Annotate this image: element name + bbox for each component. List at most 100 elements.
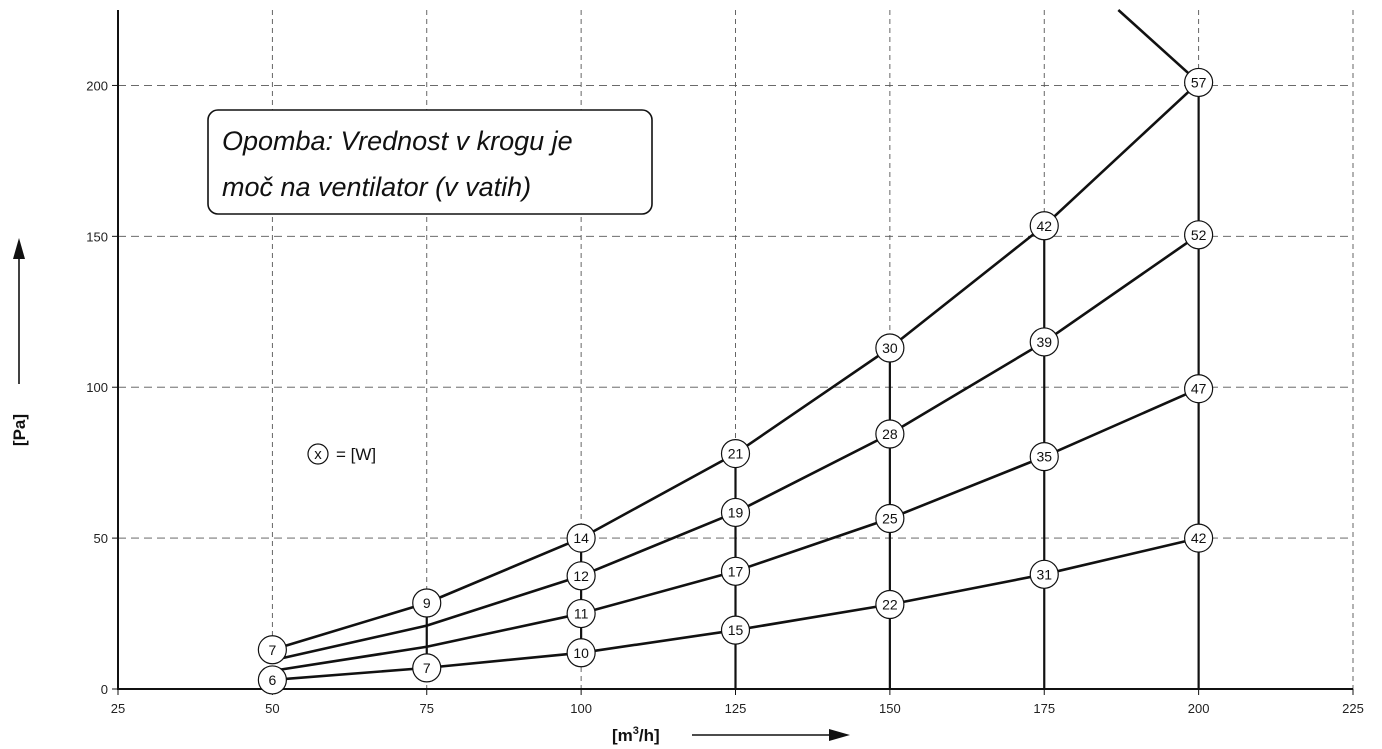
power-marker-circle [1029,327,1059,357]
power-marker-label: 6 [268,672,276,688]
power-marker-label: 21 [728,446,744,462]
power-markers: 6 7 10 15 22 31 42 11 17 25 35 47 12 19 28 39 52 7 9 14 21 30… [257,67,1214,695]
power-marker-label: 30 [882,340,898,356]
power-marker: 22 [875,589,905,620]
power-marker-circle [1029,211,1059,241]
power-marker-circle [566,598,596,629]
y-tick-label: 150 [86,229,108,244]
x-tick-labels: 25 50 75 100 125 150 175 200 225 [111,689,1364,716]
note-frame [207,109,653,215]
power-marker-label: 31 [1036,566,1052,582]
power-marker-label: 15 [728,622,744,638]
power-marker-label: 11 [574,606,589,622]
note-line-1: Opomba: Vrednost v krogu je [222,126,573,156]
series-line [1117,9,1200,84]
power-marker: 31 [1029,559,1059,589]
power-marker-label: 42 [1191,530,1207,546]
power-marker-circle [875,333,905,363]
legend-unit-text: = [W] [336,445,376,464]
y-axis-title: [Pa] [10,414,29,446]
power-marker-circle [875,589,905,620]
note-line-2: moč na ventilator (v vatih) [222,172,531,202]
power-marker-label: 9 [423,595,431,611]
power-marker: 12 [566,561,596,591]
x-tick-label: 200 [1188,701,1210,716]
power-marker-circle [875,503,905,534]
power-marker-label: 7 [423,660,431,676]
power-marker-label: 42 [1036,218,1052,234]
power-marker: 17 [720,556,751,586]
note-box: Opomba: Vrednost v krogu je moč na venti… [207,109,653,215]
power-marker: 57 [1184,67,1214,98]
x-tick-label: 125 [725,701,747,716]
power-marker: 7 [257,635,287,665]
power-marker: 47 [1184,374,1214,404]
x-axis-title: [m3/h] [612,725,660,745]
y-tick-label: 100 [86,380,108,395]
power-marker-label: 22 [882,597,898,613]
power-marker: 25 [875,503,905,534]
power-marker: 39 [1029,327,1059,357]
x-axis-arrow-head [829,729,850,741]
power-marker: 30 [875,333,905,363]
power-marker-label: 12 [573,568,589,584]
power-marker-circle [412,653,442,683]
power-marker-circle [1184,220,1214,250]
power-marker-circle [1184,67,1214,98]
power-marker-circle [1184,374,1214,404]
power-marker-label: 28 [882,426,898,442]
power-marker-label: 7 [268,642,276,658]
power-marker: 7 [412,653,442,683]
power-marker-circle [1029,559,1059,589]
x-tick-label: 100 [570,701,592,716]
power-marker-circle [1184,523,1214,553]
x-axis-title-tail: /h] [639,726,660,745]
power-marker: 15 [720,615,751,645]
y-axis-arrow-head [13,238,25,259]
power-marker-label: 17 [728,563,744,579]
legend-circle-symbol [307,443,329,465]
power-marker-label: 10 [573,645,589,661]
power-marker: 42 [1029,211,1059,241]
power-marker-circle [257,635,287,665]
power-marker-label: 35 [1036,449,1052,465]
power-marker-circle [412,588,442,618]
x-tick-label: 150 [879,701,901,716]
power-marker-circle [720,556,751,586]
power-marker: 28 [875,419,905,449]
power-marker-circle [1029,442,1059,472]
power-marker: 11 [566,598,596,629]
legend-symbol-letter: x [314,446,322,463]
power-marker-circle [720,439,751,469]
power-marker: 42 [1184,523,1214,553]
power-marker: 19 [720,497,751,528]
power-marker-circle [720,497,751,528]
y-tick-label: 0 [101,682,108,697]
power-marker-label: 52 [1191,227,1207,243]
power-marker-label: 39 [1036,334,1052,350]
y-tick-label: 50 [94,531,108,546]
power-marker-label: 47 [1191,381,1207,397]
power-marker: 6 [257,665,287,695]
legend: x = [W] [307,443,376,465]
x-tick-label: 75 [420,701,434,716]
x-axis-title-group: [m3/h] [612,725,850,745]
power-marker-label: 19 [728,504,744,520]
power-marker-label: 25 [882,510,898,526]
power-marker-label: 14 [573,530,589,546]
power-marker-label: 57 [1191,74,1207,90]
x-axis-title-main: [m [612,726,633,745]
y-tick-label: 200 [86,78,108,93]
x-tick-label: 225 [1342,701,1364,716]
power-marker-circle [875,419,905,449]
power-marker: 52 [1184,220,1214,250]
power-marker-circle [566,561,596,591]
x-tick-label: 25 [111,701,125,716]
power-marker-circle [257,665,287,695]
power-marker: 35 [1029,442,1059,472]
power-marker-circle [566,638,596,668]
power-marker: 10 [566,638,596,668]
power-marker-circle [720,615,751,645]
x-axis-title-sup: 3 [633,725,639,737]
